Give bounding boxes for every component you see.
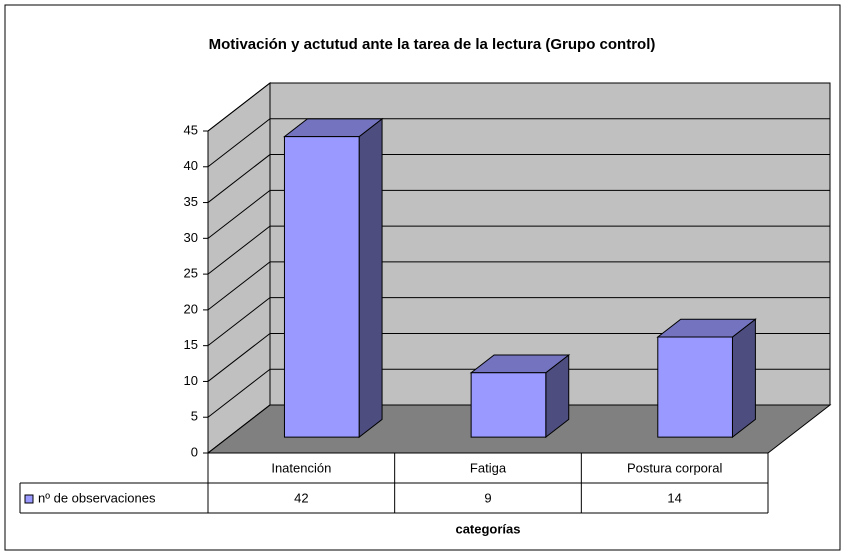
legend-key — [24, 494, 34, 504]
side-wall — [207, 81, 271, 455]
y-tick-label: 20 — [184, 301, 198, 316]
y-tick-label: 0 — [191, 444, 198, 459]
bar — [283, 136, 360, 438]
x-tick-label: Inatención — [271, 460, 331, 475]
y-tick-label: 15 — [184, 337, 198, 352]
grid-line — [207, 297, 830, 347]
x-tick-label: Fatiga — [470, 460, 507, 475]
table-value: 14 — [667, 490, 681, 505]
grid-line — [207, 118, 830, 168]
y-tick-label: 35 — [184, 194, 198, 209]
bar-side — [358, 117, 383, 439]
bar-side — [731, 318, 756, 439]
table-value: 42 — [294, 490, 308, 505]
y-tick-label: 45 — [184, 122, 198, 137]
grid-line — [207, 404, 830, 454]
y-tick-label: 5 — [191, 409, 198, 424]
y-tick-label: 25 — [184, 266, 198, 281]
grid-line — [207, 189, 830, 239]
bar — [657, 336, 733, 438]
y-tick-label: 10 — [184, 373, 198, 388]
grid-line — [207, 154, 830, 203]
grid-line — [207, 332, 830, 382]
chart-title: Motivación y actutud ante la tarea de la… — [209, 36, 656, 53]
grid-line — [207, 82, 830, 132]
y-tick-label: 40 — [184, 158, 198, 173]
y-tick-label: 30 — [184, 230, 198, 245]
grid-line — [207, 261, 830, 311]
table-value: 9 — [484, 490, 491, 505]
grid-line — [207, 225, 830, 275]
bar — [470, 372, 547, 438]
x-axis-title: categorías — [455, 521, 520, 536]
grid-line — [207, 368, 830, 418]
legend-label: nº de observaciones — [38, 490, 156, 505]
x-tick-label: Postura corporal — [627, 460, 722, 475]
